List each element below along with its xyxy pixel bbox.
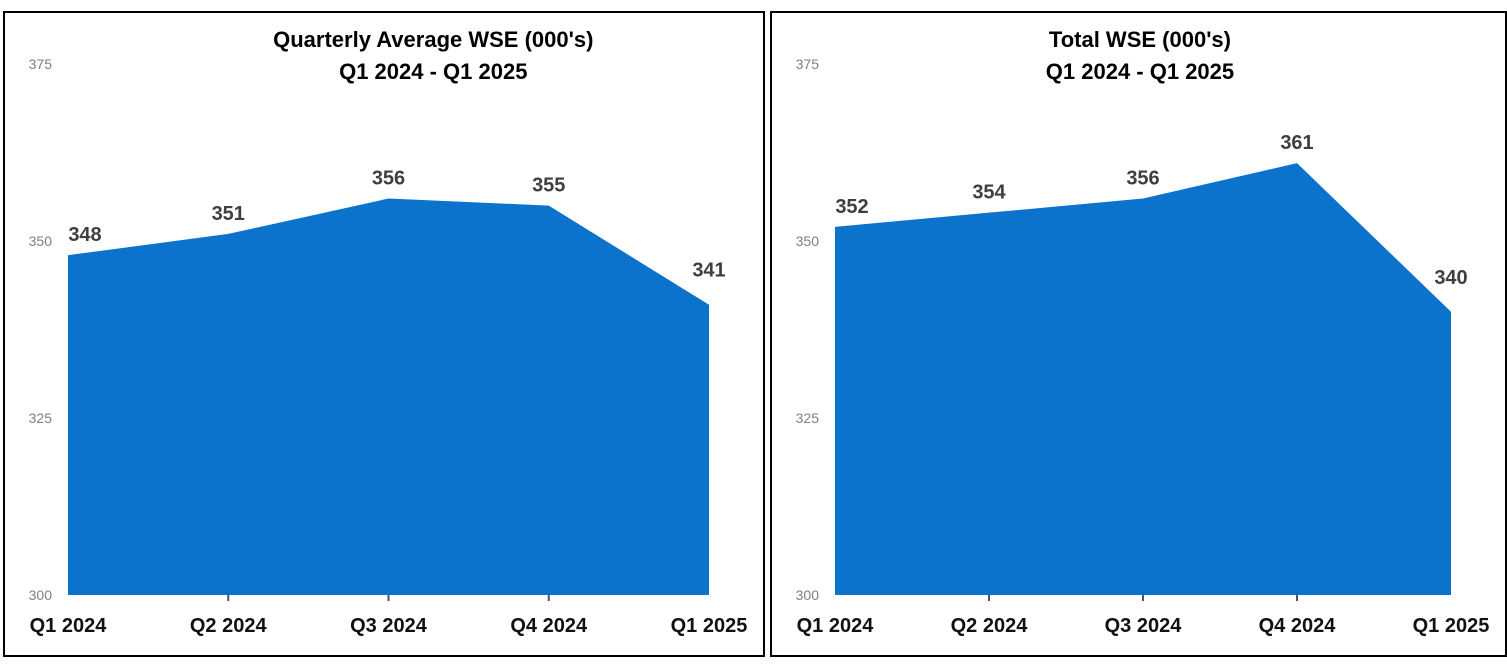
- area-chart-quarterly-average-wse: Quarterly Average WSE (000's) Q1 2024 - Q…: [29, 27, 748, 637]
- chart-title-line1: Quarterly Average WSE (000's): [273, 27, 593, 52]
- area-series: [835, 163, 1451, 595]
- data-label: 352: [835, 196, 868, 218]
- y-axis-tick-label: 300: [796, 587, 820, 603]
- x-axis-category-label: Q1 2025: [671, 615, 748, 637]
- data-label: 355: [532, 175, 565, 197]
- x-axis-category-label: Q1 2024: [30, 615, 108, 637]
- y-axis-tick-label: 375: [796, 56, 820, 72]
- chart-title-line1: Total WSE (000's): [1049, 27, 1231, 52]
- chart-panel-quarterly-average-wse: Quarterly Average WSE (000's) Q1 2024 - Q…: [3, 11, 765, 657]
- y-axis-tick-label: 325: [796, 410, 820, 426]
- y-axis-tick-label: 350: [796, 233, 820, 249]
- charts-canvas: Quarterly Average WSE (000's) Q1 2024 - Q…: [3, 11, 1507, 657]
- x-axis-category-label: Q4 2024: [510, 615, 588, 637]
- y-axis-tick-label: 300: [29, 587, 53, 603]
- chart-panel-total-wse: Total WSE (000's) Q1 2024 - Q1 2025 375 350…: [770, 11, 1507, 657]
- data-label: 351: [212, 203, 245, 225]
- x-axis-category-label: Q3 2024: [350, 615, 428, 637]
- y-axis-tick-label: 375: [29, 56, 53, 72]
- x-axis-category-label: Q4 2024: [1259, 615, 1337, 637]
- data-label: 348: [68, 224, 101, 246]
- data-label: 354: [972, 182, 1006, 204]
- data-label: 340: [1434, 267, 1467, 289]
- area-chart-total-wse: Total WSE (000's) Q1 2024 - Q1 2025 375 350…: [796, 27, 1490, 637]
- x-axis-category-label: Q1 2024: [797, 615, 875, 637]
- x-axis-category-label: Q2 2024: [190, 615, 268, 637]
- chart-title-line2: Q1 2024 - Q1 2025: [339, 59, 527, 84]
- area-series: [68, 198, 709, 595]
- data-label: 361: [1280, 132, 1313, 154]
- x-axis-category-label: Q2 2024: [951, 615, 1029, 637]
- chart-title-line2: Q1 2024 - Q1 2025: [1046, 59, 1234, 84]
- y-axis-tick-label: 325: [29, 410, 53, 426]
- data-label: 356: [372, 168, 405, 190]
- x-axis-category-label: Q3 2024: [1105, 615, 1183, 637]
- x-axis-category-label: Q1 2025: [1413, 615, 1490, 637]
- data-label: 341: [692, 260, 725, 282]
- y-axis-tick-label: 350: [29, 233, 53, 249]
- data-label: 356: [1126, 168, 1159, 190]
